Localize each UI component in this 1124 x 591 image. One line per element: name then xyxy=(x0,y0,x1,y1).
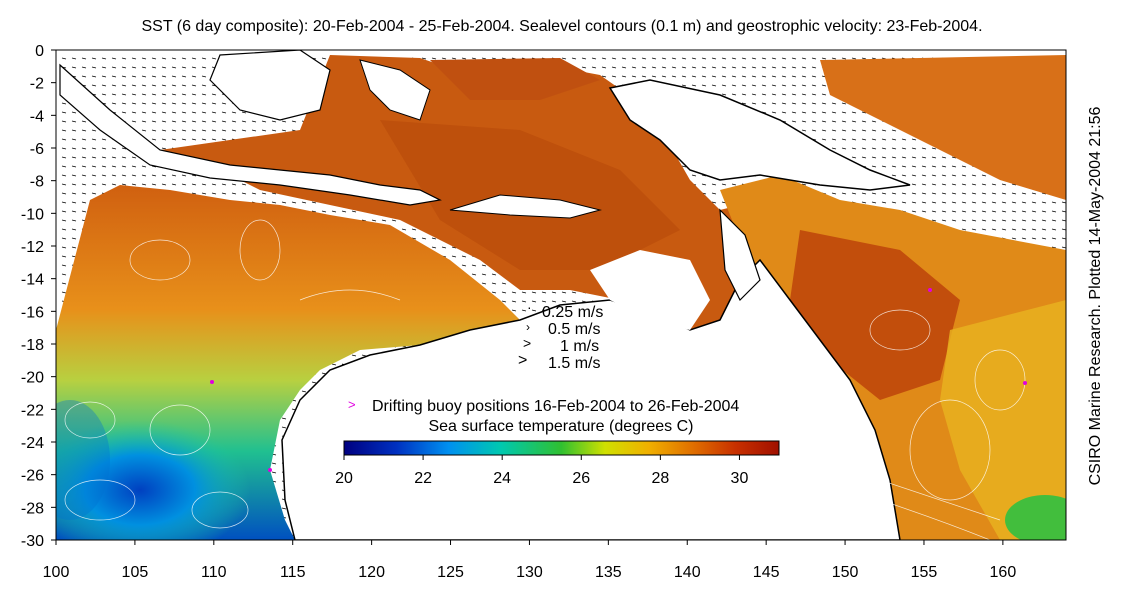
y-tick-label: -8 xyxy=(30,174,44,191)
colorbar-tick-label: 26 xyxy=(572,470,590,487)
y-tick-label: -4 xyxy=(30,108,44,125)
colorbar-label: Sea surface temperature (degrees C) xyxy=(428,418,693,435)
buoy-legend-label: Drifting buoy positions 16-Feb-2004 to 2… xyxy=(372,398,739,415)
velocity-legend-label: 1.5 m/s xyxy=(548,355,600,372)
land-java-islands xyxy=(59,63,442,206)
x-tick-label: 110 xyxy=(201,564,227,581)
x-tick-label: 145 xyxy=(753,564,780,581)
colorbar-tick-label: 28 xyxy=(651,470,669,487)
colorbar-tick-label: 20 xyxy=(335,470,353,487)
y-axis: 0 -2 -4 -6 -8 -10 -12 -14 -16 -18 -20 -22 -24 -26 -28 -… xyxy=(21,43,56,550)
velocity-legend-label: 0.25 m/s xyxy=(542,304,603,321)
y-tick-label: -22 xyxy=(21,402,44,419)
x-axis: 100 105 110 115 120 125 130 135 140 145 150 155 160 xyxy=(43,540,1017,581)
sealevel-contours xyxy=(64,219,1026,540)
y-tick-label: -16 xyxy=(21,304,44,321)
colorbar-tick-label: 24 xyxy=(493,470,511,487)
buoy-marker-icon: > xyxy=(348,397,356,412)
x-tick-label: 120 xyxy=(358,564,385,581)
land-borneo xyxy=(209,50,331,121)
velocity-legend-label: 1 m/s xyxy=(560,338,599,355)
land-cape-york xyxy=(719,208,761,302)
buoy-legend: > Drifting buoy positions 16-Feb-2004 to… xyxy=(348,397,739,415)
x-tick-label: 115 xyxy=(280,564,306,581)
x-tick-label: 130 xyxy=(516,564,543,581)
y-tick-label: -14 xyxy=(21,272,44,289)
x-tick-label: 105 xyxy=(122,564,149,581)
y-tick-label: -26 xyxy=(21,468,44,485)
colorbar-tick-label: 30 xyxy=(731,470,749,487)
x-tick-label: 125 xyxy=(437,564,464,581)
y-tick-label: -28 xyxy=(21,500,44,517)
colorbar-tick-label: 22 xyxy=(414,470,432,487)
velocity-arrow-symbol-1: · xyxy=(527,299,532,315)
colorbar-scale xyxy=(343,440,780,456)
velocity-arrow-symbol-2: › xyxy=(526,320,530,334)
y-tick-label: -2 xyxy=(30,76,44,93)
map-area xyxy=(56,50,1066,540)
map-frame xyxy=(55,49,1067,541)
x-tick-label: 155 xyxy=(911,564,938,581)
x-tick-label: 100 xyxy=(43,564,70,581)
y-tick-label: -24 xyxy=(21,435,44,452)
land-new-guinea xyxy=(608,79,911,191)
colorbar: Sea surface temperature (degrees C) 20 22… xyxy=(335,418,780,487)
x-tick-label: 160 xyxy=(990,564,1017,581)
drifting-buoys xyxy=(210,288,1027,472)
velocity-legend-label: 0.5 m/s xyxy=(548,321,600,338)
x-tick-label: 140 xyxy=(674,564,701,581)
y-tick-label: -12 xyxy=(21,239,44,256)
land-sulawesi xyxy=(359,59,431,121)
velocity-arrow-symbol-4: > xyxy=(518,352,527,369)
y-tick-label: 0 xyxy=(35,43,44,60)
velocity-legend: · › > > 0.25 m/s 0.5 m/s 1 m/s 1.5 m/s xyxy=(518,299,603,372)
land-gulf-gap xyxy=(590,250,710,330)
y-tick-label: -6 xyxy=(30,141,44,158)
y-tick-label: -20 xyxy=(21,370,44,387)
x-tick-label: 150 xyxy=(832,564,859,581)
velocity-arrow-symbol-3: > xyxy=(523,335,531,351)
land-timor xyxy=(449,194,602,219)
map-title: SST (6 day composite): 20-Feb-2004 - 25-… xyxy=(141,18,983,35)
y-tick-label: -30 xyxy=(21,533,44,550)
y-tick-label: -18 xyxy=(21,337,44,354)
x-tick-label: 135 xyxy=(595,564,622,581)
y-tick-label: -10 xyxy=(21,206,44,223)
